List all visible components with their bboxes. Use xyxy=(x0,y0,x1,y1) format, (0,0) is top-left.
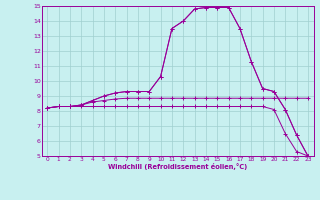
X-axis label: Windchill (Refroidissement éolien,°C): Windchill (Refroidissement éolien,°C) xyxy=(108,163,247,170)
